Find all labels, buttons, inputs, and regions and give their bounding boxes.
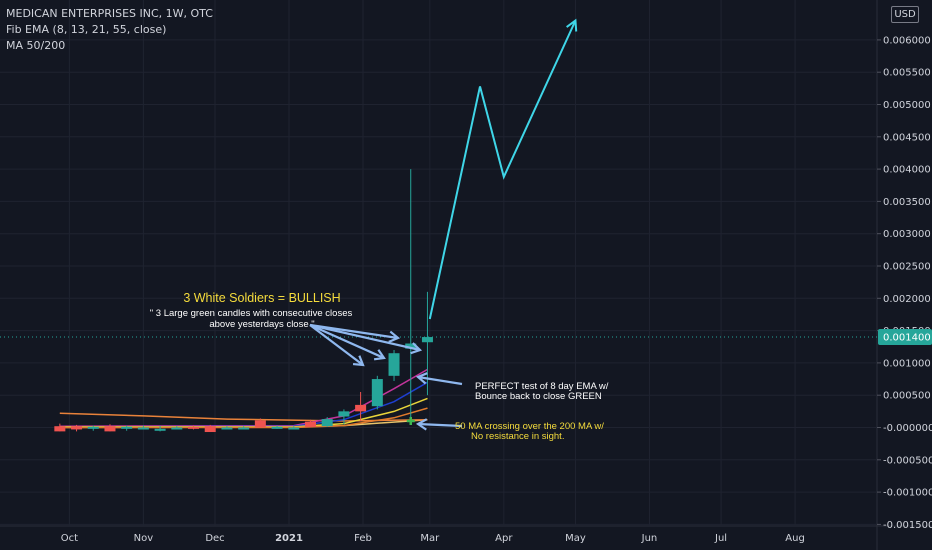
time-axis-labels: Oct Nov Dec 2021 Feb Mar Apr May Jun Jul Aug bbox=[61, 533, 805, 544]
soldier-arrow-4[interactable] bbox=[309, 323, 423, 355]
down-candle[interactable] bbox=[254, 420, 266, 428]
up-candle[interactable] bbox=[321, 419, 333, 427]
arrowhead bbox=[415, 372, 428, 385]
ema-note-arrow[interactable] bbox=[415, 372, 463, 386]
symbol-title: MEDICAN ENTERPRISES INC, 1W, OTC bbox=[6, 7, 213, 20]
up-candle[interactable] bbox=[421, 337, 433, 343]
arrowhead bbox=[415, 418, 428, 431]
up-candle[interactable] bbox=[87, 426, 99, 429]
time-tick-label: Jun bbox=[641, 533, 658, 544]
up-candle[interactable] bbox=[221, 427, 233, 430]
time-tick-label: Dec bbox=[205, 533, 224, 544]
price-tag-label: 0.001400 bbox=[883, 333, 931, 344]
price-tick-label: 0.002000 bbox=[883, 294, 931, 305]
time-tick-label: Jul bbox=[714, 533, 727, 544]
candlestick-series bbox=[54, 169, 433, 433]
ma-note-arrow[interactable] bbox=[415, 418, 463, 431]
arrow-shaft bbox=[309, 323, 421, 352]
ma-note-line1: 50 MA crossing over the 200 MA w/ bbox=[455, 421, 604, 432]
ema-note-line2: Bounce back to close GREEN bbox=[475, 391, 602, 402]
down-candle[interactable] bbox=[71, 426, 83, 430]
currency-button[interactable]: USD bbox=[891, 6, 919, 23]
up-candle[interactable] bbox=[371, 379, 383, 407]
price-tag-box bbox=[878, 329, 932, 346]
annotation-subtitle-line1: " 3 Large green candles with consecutive… bbox=[150, 308, 353, 319]
up-candle[interactable] bbox=[388, 353, 400, 376]
arrowhead bbox=[388, 330, 401, 343]
price-tick-label: -0.000500 bbox=[883, 455, 932, 466]
down-candle[interactable] bbox=[104, 426, 116, 432]
current-price-tag: 0.001400 bbox=[878, 329, 932, 346]
down-candle[interactable] bbox=[188, 426, 200, 429]
price-tick-label: 0.003000 bbox=[883, 229, 931, 240]
projection-line bbox=[428, 18, 578, 320]
soldier-arrow-3[interactable] bbox=[309, 323, 401, 343]
price-tick-label: 0.004500 bbox=[883, 132, 931, 143]
arrow-shaft bbox=[417, 375, 463, 386]
down-candle[interactable] bbox=[355, 404, 367, 412]
ma-legend[interactable]: MA 50/200 bbox=[6, 39, 66, 52]
arrow-shaft bbox=[309, 324, 364, 366]
up-candle[interactable] bbox=[171, 427, 183, 430]
time-tick-label: Oct bbox=[61, 533, 78, 544]
arrow-shaft bbox=[309, 323, 385, 360]
price-tick-label: -0.000000 bbox=[883, 423, 932, 434]
price-tick-label: -0.001000 bbox=[883, 488, 932, 499]
up-candle[interactable] bbox=[154, 428, 166, 431]
price-tick-label: 0.003500 bbox=[883, 197, 931, 208]
ema-legend[interactable]: Fib EMA (8, 13, 21, 55, close) bbox=[6, 23, 167, 36]
arrow-shaft bbox=[417, 422, 463, 428]
projection-arrowhead bbox=[566, 18, 578, 32]
ema-line[interactable] bbox=[59, 407, 428, 429]
down-candle[interactable] bbox=[204, 426, 216, 433]
up-candle[interactable] bbox=[271, 426, 283, 429]
price-axis-labels: 0.006000 0.005500 0.005000 0.004500 0.004000… bbox=[883, 35, 932, 531]
down-candle[interactable] bbox=[304, 421, 316, 427]
time-tick-label: Nov bbox=[134, 533, 154, 544]
up-candle[interactable] bbox=[137, 427, 149, 430]
up-candle[interactable] bbox=[405, 343, 417, 349]
price-tick-label: 0.000500 bbox=[883, 391, 931, 402]
arrowhead bbox=[410, 342, 423, 355]
price-tick-label: 0.005000 bbox=[883, 100, 931, 111]
annotation-title: 3 White Soldiers = BULLISH bbox=[183, 291, 340, 305]
soldier-arrow-1[interactable] bbox=[309, 324, 365, 367]
time-tick-label: Mar bbox=[420, 533, 440, 544]
time-tick-label: 2021 bbox=[275, 533, 303, 544]
price-tick-label: 0.004000 bbox=[883, 165, 931, 176]
annotation-subtitle-line2: above yesterdays close " bbox=[209, 319, 314, 330]
down-candle[interactable] bbox=[54, 426, 66, 432]
ma-note-line2: No resistance in sight. bbox=[471, 431, 564, 442]
time-tick-label: Apr bbox=[495, 533, 513, 544]
time-tick-label: Feb bbox=[354, 533, 372, 544]
price-tick-label: 0.001000 bbox=[883, 358, 931, 369]
price-tick-label: 0.006000 bbox=[883, 35, 931, 46]
arrowhead bbox=[352, 355, 365, 367]
time-tick-label: May bbox=[565, 533, 586, 544]
up-candle[interactable] bbox=[121, 426, 133, 429]
time-tick-label: Aug bbox=[785, 533, 805, 544]
projection-zigzag[interactable] bbox=[428, 20, 577, 320]
ema-note-line1: PERFECT test of 8 day EMA w/ bbox=[475, 381, 609, 392]
arrow-shaft bbox=[309, 323, 399, 340]
price-tick-label: 0.005500 bbox=[883, 68, 931, 79]
soldier-arrow-2[interactable] bbox=[309, 323, 386, 361]
annotation-layer: 3 White Soldiers = BULLISH " 3 Large gree… bbox=[150, 291, 609, 442]
price-tick-label: -0.001500 bbox=[883, 520, 932, 531]
price-tick-label: 0.002500 bbox=[883, 262, 931, 273]
up-candle[interactable] bbox=[238, 427, 250, 430]
up-candle[interactable] bbox=[338, 411, 350, 417]
up-candle[interactable] bbox=[288, 427, 300, 430]
arrowhead bbox=[373, 349, 386, 361]
